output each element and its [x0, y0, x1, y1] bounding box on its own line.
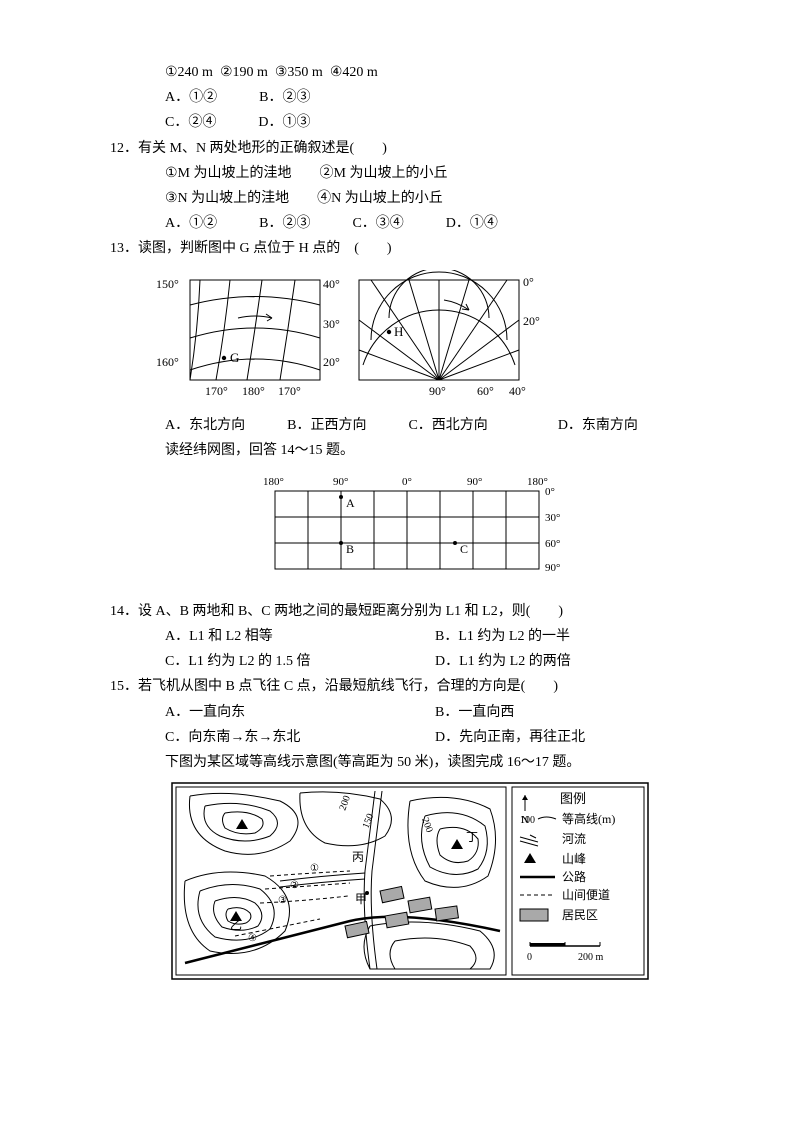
q14-row2: C．L1 约为 L2 的 1.5 倍D．L1 约为 L2 的两倍 — [110, 649, 710, 674]
svg-text:0: 0 — [527, 952, 532, 963]
q13-d: D．东南方向 — [558, 418, 638, 433]
svg-text:0°: 0° — [402, 476, 412, 488]
q13-choices: A．东北方向 B．正西方向 C．西北方向 D．东南方向 — [110, 413, 710, 438]
q13-a: A．东北方向 — [165, 418, 245, 433]
svg-text:等高线(m): 等高线(m) — [562, 811, 615, 826]
q13-diagram: G 150° 40° 30° 20° 160° 170° 180° 170° — [110, 270, 710, 405]
q12-stem: 12．有关 M、N 两处地形的正确叙述是( ) — [110, 136, 710, 161]
svg-text:20°: 20° — [323, 355, 340, 369]
svg-text:60°: 60° — [477, 384, 494, 398]
svg-text:180°: 180° — [263, 476, 284, 488]
svg-text:40°: 40° — [509, 384, 526, 398]
q13-c: C．西北方向 — [408, 418, 487, 433]
svg-text:40°: 40° — [323, 277, 340, 291]
svg-text:150: 150 — [361, 812, 377, 830]
svg-text:A: A — [346, 496, 355, 510]
q15-d: D．先向正南，再往正北 — [435, 730, 585, 745]
svg-text:30°: 30° — [545, 512, 560, 524]
pre-options: ①240 m ②190 m ③350 m ④420 m — [110, 60, 710, 85]
q12-choices: A．①② B．②③ C．③④ D．①④ — [110, 211, 710, 236]
pre-c: C．②④ — [165, 115, 216, 130]
q14-a: A．L1 和 L2 相等 — [165, 624, 435, 649]
svg-text:河流: 河流 — [562, 832, 586, 846]
svg-text:B: B — [346, 542, 354, 556]
svg-text:90°: 90° — [333, 476, 348, 488]
mid-grid: A B C 180° 90° 0° 90° 180° 0° 30° 60° 90… — [110, 471, 710, 591]
q15-stem: 15．若飞机从图中 B 点飞往 C 点，沿最短航线飞行，合理的方向是( ) — [110, 674, 710, 699]
svg-text:100: 100 — [520, 815, 535, 826]
pre-a: A．①② — [165, 90, 217, 105]
svg-text:G: G — [230, 350, 239, 365]
svg-text:①: ① — [310, 863, 319, 874]
svg-text:0°: 0° — [523, 275, 534, 289]
q13-after: 读经纬网图，回答 14～15 题。 — [110, 438, 710, 463]
contour-svg: 200 150 200 ① ② ③ ④ — [170, 781, 650, 981]
svg-text:图例: 图例 — [560, 791, 586, 806]
svg-text:0°: 0° — [545, 486, 555, 498]
contour-map: 200 150 200 ① ② ③ ④ — [110, 781, 710, 981]
q15-row2: C．向东南→东→东北D．先向正南，再往正北 — [110, 725, 710, 750]
svg-text:丙: 丙 — [352, 850, 364, 864]
pre-choices-row2: C．②④ D．①③ — [110, 110, 710, 135]
q14-d: D．L1 约为 L2 的两倍 — [435, 654, 571, 669]
svg-text:丁: 丁 — [466, 830, 478, 844]
q15-c: C．向东南→东→东北 — [165, 725, 435, 750]
q15-row1: A．一直向东B．一直向西 — [110, 700, 710, 725]
svg-text:170°: 170° — [278, 384, 301, 398]
q12-opt1: ①M 为山坡上的洼地 ②M 为山坡上的小丘 — [110, 161, 710, 186]
svg-text:200: 200 — [337, 794, 352, 812]
q14-row1: A．L1 和 L2 相等B．L1 约为 L2 的一半 — [110, 624, 710, 649]
svg-text:170°: 170° — [205, 384, 228, 398]
pre-d: D．①③ — [258, 115, 310, 130]
svg-text:90°: 90° — [429, 384, 446, 398]
q12-opt2: ③N 为山坡上的洼地 ④N 为山坡上的小丘 — [110, 186, 710, 211]
pre-b: B．②③ — [259, 90, 310, 105]
q13-left-svg: G 150° 40° 30° 20° 160° 170° 180° 170° — [150, 270, 345, 405]
svg-text:C: C — [460, 542, 468, 556]
svg-text:20°: 20° — [523, 314, 540, 328]
pre-choices-row1: A．①② B．②③ — [110, 85, 710, 110]
svg-text:甲: 甲 — [355, 892, 367, 906]
svg-text:90°: 90° — [545, 562, 560, 574]
svg-text:居民区: 居民区 — [562, 908, 598, 922]
q14-stem: 14．设 A、B 两地和 B、C 两地之间的最短距离分别为 L1 和 L2，则(… — [110, 599, 710, 624]
svg-text:④: ④ — [248, 933, 257, 944]
q14-c: C．L1 约为 L2 的 1.5 倍 — [165, 649, 435, 674]
q13-right-svg: H 0° 20° 90° 60° 40° — [349, 270, 554, 405]
svg-text:乙: 乙 — [230, 918, 242, 932]
q14-b: B．L1 约为 L2 的一半 — [435, 629, 570, 644]
svg-text:150°: 150° — [156, 277, 179, 291]
svg-text:②: ② — [290, 880, 299, 891]
svg-text:③: ③ — [278, 895, 287, 906]
svg-text:公路: 公路 — [562, 869, 586, 884]
q13-stem: 13．读图，判断图中 G 点位于 H 点的 ( ) — [110, 236, 710, 261]
svg-text:60°: 60° — [545, 538, 560, 550]
q15-a: A．一直向东 — [165, 700, 435, 725]
svg-text:180°: 180° — [242, 384, 265, 398]
q15-b: B．一直向西 — [435, 705, 514, 720]
q13-b: B．正西方向 — [287, 418, 366, 433]
svg-text:H: H — [394, 324, 403, 339]
svg-text:160°: 160° — [156, 355, 179, 369]
svg-text:90°: 90° — [467, 476, 482, 488]
q15-after: 下图为某区域等高线示意图(等高距为 50 米)，读图完成 16～17 题。 — [110, 750, 710, 775]
svg-text:山峰: 山峰 — [562, 852, 586, 866]
svg-text:山间便道: 山间便道 — [562, 888, 610, 902]
mid-grid-svg: A B C 180° 90° 0° 90° 180° 0° 30° 60° 90… — [245, 471, 575, 591]
svg-text:30°: 30° — [323, 317, 340, 331]
svg-text:200 m: 200 m — [578, 952, 604, 963]
